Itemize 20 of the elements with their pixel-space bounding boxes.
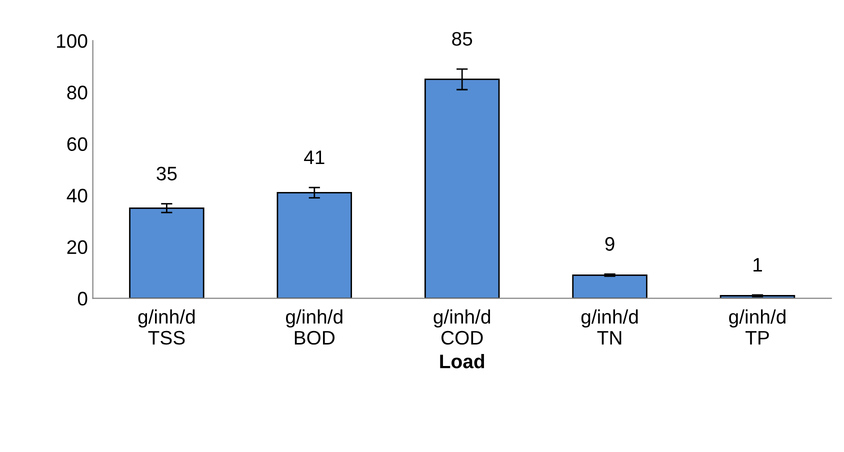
x-tick-label: g/inh/d TN <box>581 309 638 344</box>
y-tick-label: 20 <box>67 240 88 254</box>
y-tick-label: 40 <box>66 188 88 202</box>
x-tick-label: g/inh/d TP <box>729 309 786 344</box>
bar <box>276 192 352 298</box>
data-label: 9 <box>605 237 614 251</box>
bar <box>572 274 648 298</box>
y-tick-label: 80 <box>67 86 88 100</box>
data-label: 41 <box>304 150 324 164</box>
x-axis-title: Load <box>440 354 484 368</box>
x-tick-label: g/inh/d BOD <box>286 309 342 345</box>
data-label: 85 <box>452 32 472 46</box>
bar <box>129 207 204 298</box>
x-tick-label: g/inh/d TSS <box>138 309 195 345</box>
y-tick-label: 60 <box>67 137 88 151</box>
y-tick-label: 0 <box>78 292 88 306</box>
data-label: 1 <box>754 258 762 272</box>
x-tick-label: g/inh/d COD <box>434 309 490 345</box>
data-label: 35 <box>156 166 177 180</box>
y-tick-label: 100 <box>57 34 88 48</box>
